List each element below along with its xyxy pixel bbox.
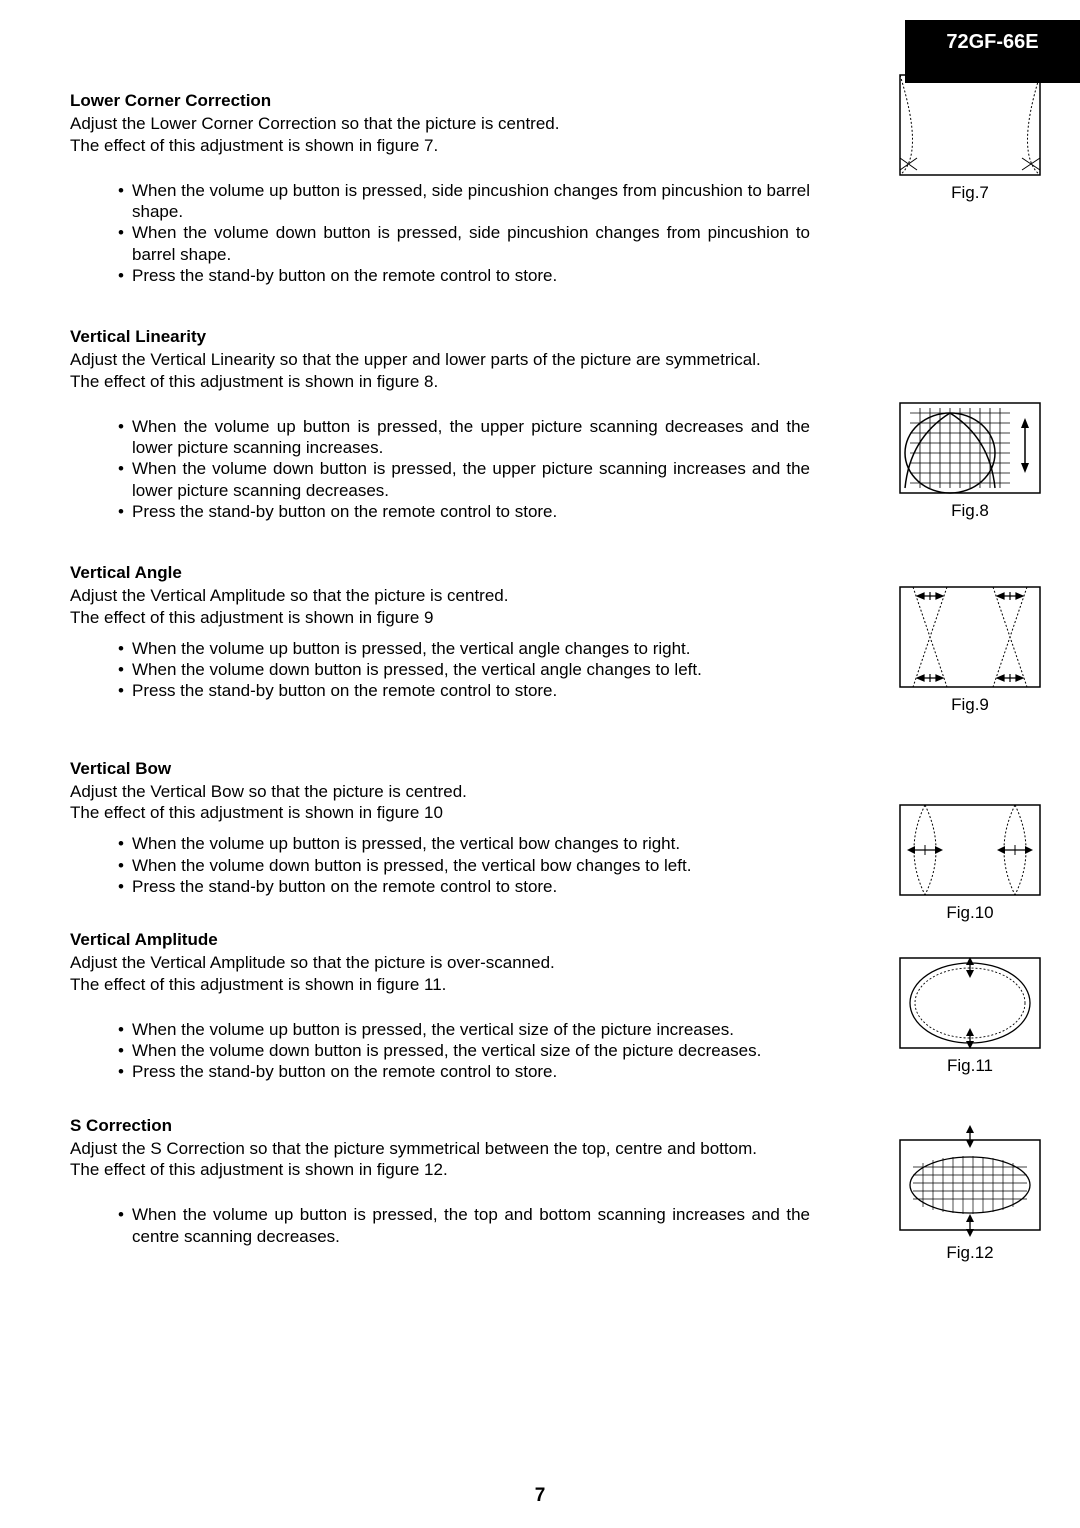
bullet-item: When the volume up button is pressed, th…: [118, 638, 810, 659]
section-heading: Vertical Angle: [70, 562, 1010, 583]
intro-line: Adjust the Vertical Amplitude so that th…: [70, 952, 1010, 973]
intro-line: The effect of this adjustment is shown i…: [70, 607, 1010, 628]
intro-line: Adjust the S Correction so that the pict…: [70, 1138, 1010, 1159]
section-intro: Adjust the Vertical Bow so that the pict…: [70, 781, 1010, 824]
bullet-list: When the volume up button is pressed, th…: [118, 833, 1010, 897]
figure-11: Fig.11: [890, 953, 1050, 1076]
section-lower-corner: Lower Corner Correction Adjust the Lower…: [70, 90, 1010, 286]
figure-caption: Fig.10: [890, 902, 1050, 923]
bullet-list: When the volume up button is pressed, th…: [118, 1019, 1010, 1083]
figure-10: Fig.10: [890, 800, 1050, 923]
bullet-list: When the volume up button is pressed, si…: [118, 180, 1010, 286]
section-intro: Adjust the Vertical Amplitude so that th…: [70, 585, 1010, 628]
figure-caption: Fig.7: [890, 182, 1050, 203]
figure-9: Fig.9: [890, 582, 1050, 715]
intro-line: Adjust the Vertical Linearity so that th…: [70, 349, 1010, 370]
figure-caption: Fig.9: [890, 694, 1050, 715]
section-intro: Adjust the Lower Corner Correction so th…: [70, 113, 1010, 156]
section-intro: Adjust the Vertical Linearity so that th…: [70, 349, 1010, 392]
section-heading: Lower Corner Correction: [70, 90, 1010, 111]
bullet-item: When the volume up button is pressed, th…: [118, 416, 810, 459]
section-heading: Vertical Linearity: [70, 326, 1010, 347]
section-heading: Vertical Amplitude: [70, 929, 1010, 950]
intro-line: Adjust the Vertical Bow so that the pict…: [70, 781, 1010, 802]
bullet-item: When the volume down button is pressed, …: [118, 458, 810, 501]
intro-line: Adjust the Vertical Amplitude so that th…: [70, 585, 1010, 606]
intro-line: The effect of this adjustment is shown i…: [70, 802, 1010, 823]
bullet-item: When the volume down button is pressed, …: [118, 222, 810, 265]
bullet-item: When the volume up button is pressed, si…: [118, 180, 810, 223]
bullet-item: When the volume up button is pressed, th…: [118, 833, 810, 854]
bullet-item: When the volume up button is pressed, th…: [118, 1204, 810, 1247]
section-vertical-linearity: Vertical Linearity Adjust the Vertical L…: [70, 326, 1010, 522]
intro-line: The effect of this adjustment is shown i…: [70, 1159, 1010, 1180]
bullet-list: When the volume up button is pressed, th…: [118, 638, 1010, 702]
page-number: 7: [0, 1484, 1080, 1508]
section-s-correction: S Correction Adjust the S Correction so …: [70, 1115, 1010, 1247]
section-heading: Vertical Bow: [70, 758, 1010, 779]
bullet-item: When the volume down button is pressed, …: [118, 659, 810, 680]
section-heading: S Correction: [70, 1115, 1010, 1136]
bullet-item: When the volume down button is pressed, …: [118, 855, 810, 876]
section-intro: Adjust the S Correction so that the pict…: [70, 1138, 1010, 1181]
figure-8: Fig.8: [890, 398, 1050, 521]
figure-caption: Fig.8: [890, 500, 1050, 521]
bullet-item: Press the stand-by button on the remote …: [118, 876, 810, 897]
intro-line: The effect of this adjustment is shown i…: [70, 371, 1010, 392]
figure-caption: Fig.12: [890, 1242, 1050, 1263]
bullet-list: When the volume up button is pressed, th…: [118, 416, 1010, 522]
section-vertical-angle: Vertical Angle Adjust the Vertical Ampli…: [70, 562, 1010, 702]
section-vertical-amplitude: Vertical Amplitude Adjust the Vertical A…: [70, 929, 1010, 1083]
bullet-item: Press the stand-by button on the remote …: [118, 501, 810, 522]
bullet-item: When the volume down button is pressed, …: [118, 1040, 810, 1061]
bullet-item: When the volume up button is pressed, th…: [118, 1019, 810, 1040]
intro-line: Adjust the Lower Corner Correction so th…: [70, 113, 1010, 134]
bullet-item: Press the stand-by button on the remote …: [118, 265, 810, 286]
content-area: Lower Corner Correction Adjust the Lower…: [70, 90, 1010, 1247]
bullet-item: Press the stand-by button on the remote …: [118, 680, 810, 701]
figure-7: Fig.7: [890, 70, 1050, 203]
bullet-list: When the volume up button is pressed, th…: [118, 1204, 1010, 1247]
section-vertical-bow: Vertical Bow Adjust the Vertical Bow so …: [70, 758, 1010, 898]
bullet-item: Press the stand-by button on the remote …: [118, 1061, 810, 1082]
intro-line: The effect of this adjustment is shown i…: [70, 974, 1010, 995]
section-intro: Adjust the Vertical Amplitude so that th…: [70, 952, 1010, 995]
figure-caption: Fig.11: [890, 1055, 1050, 1076]
intro-line: The effect of this adjustment is shown i…: [70, 135, 1010, 156]
figure-12: Fig.12: [890, 1125, 1050, 1263]
